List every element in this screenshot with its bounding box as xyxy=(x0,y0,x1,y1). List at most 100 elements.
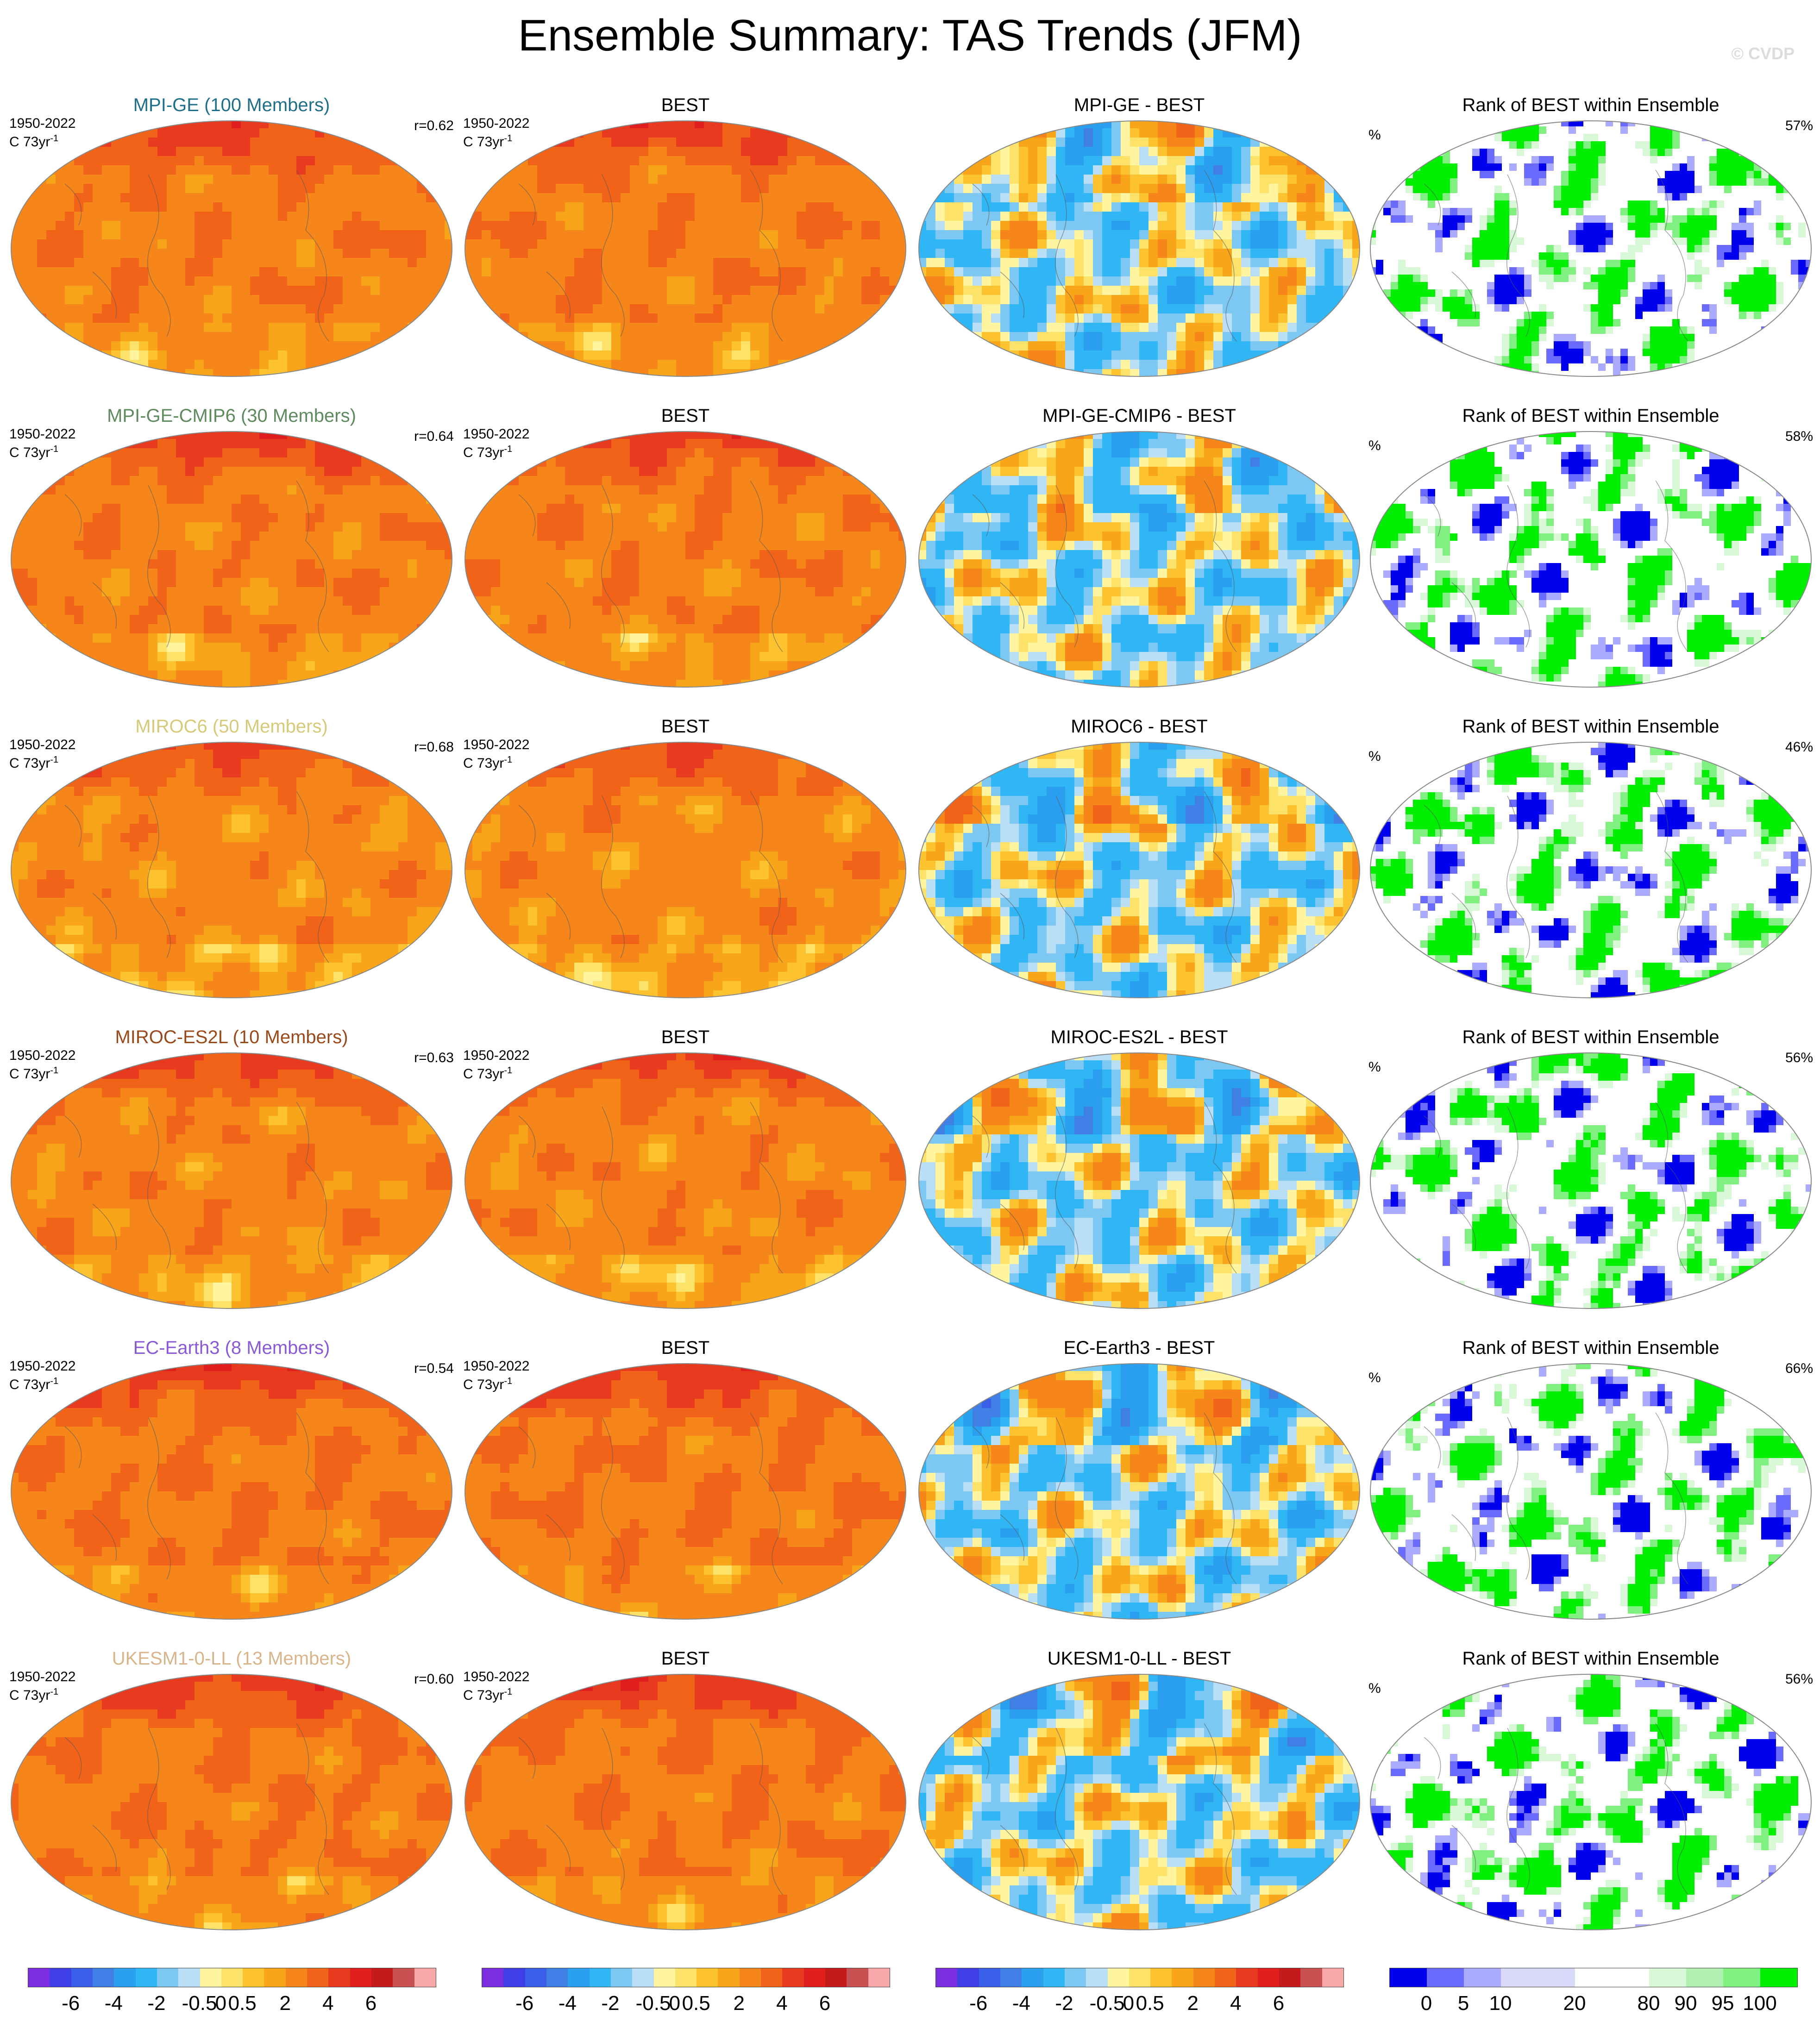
units-text: C 73yr xyxy=(463,1377,504,1392)
rank-panel-1: Rank of BEST within Ensemble% 58% xyxy=(1368,406,1813,707)
diff-map xyxy=(918,120,1360,377)
colorbar-swatch xyxy=(307,1968,329,1987)
rank-map xyxy=(1370,1674,1812,1930)
diff-map xyxy=(918,1052,1360,1309)
rank-panel-title: Rank of BEST within Ensemble xyxy=(1368,716,1813,737)
colorbar-tick-label: -6 xyxy=(969,1992,987,2015)
units-label: C 73yr-1 xyxy=(9,752,75,771)
colorbar-swatch xyxy=(1043,1968,1065,1987)
rank-percent: 66% xyxy=(1785,1361,1813,1377)
colorbar-swatch xyxy=(525,1968,546,1987)
units-text: C 73yr xyxy=(463,1688,504,1703)
units-label: C 73yr-1 xyxy=(9,1374,75,1392)
units-label: C 73yr-1 xyxy=(463,1063,529,1082)
colorbar-swatch xyxy=(50,1968,71,1987)
colorbar-rank xyxy=(1389,1968,1798,1987)
model-panel-3: MIROC-ES2L (10 Members) 1950-2022 C 73yr-1… xyxy=(9,1027,454,1328)
diff-map xyxy=(918,742,1360,998)
colorbar-swatch xyxy=(1300,1968,1322,1987)
colorbar-tick-label: 0 xyxy=(669,1992,680,2015)
colorbar-swatch xyxy=(653,1968,675,1987)
rank-map-wrap xyxy=(1368,1672,1813,1932)
pattern-correlation: r=0.54 xyxy=(414,1361,454,1377)
period-label: 1950-2022 xyxy=(463,1670,529,1684)
obs-map xyxy=(464,1052,906,1309)
colorbar-tick-label: 6 xyxy=(819,1992,830,2015)
period-units-label: 1950-2022 C 73yr-1 xyxy=(463,427,529,460)
colorbar-swatch xyxy=(739,1968,761,1987)
colorbar-ticks-2: -6 -4 -2 -0.5 0 0.5 2 4 6 xyxy=(482,1992,889,2015)
model-panel-title: MIROC-ES2L (10 Members) xyxy=(9,1027,454,1048)
colorbar-swatch xyxy=(697,1968,718,1987)
percent-symbol: % xyxy=(1368,1370,1381,1386)
units-label: C 73yr-1 xyxy=(9,131,75,150)
obs-panel-3: BEST 1950-2022 C 73yr-1 xyxy=(463,1027,908,1328)
obs-map xyxy=(464,742,906,998)
colorbar-swatch xyxy=(1427,1968,1464,1987)
units-text: C 73yr xyxy=(9,134,50,150)
colorbar-swatch xyxy=(782,1968,804,1987)
colorbar-swatch xyxy=(1686,1968,1723,1987)
obs-map xyxy=(464,1674,906,1930)
period-units-label: 1950-2022 C 73yr-1 xyxy=(9,1670,75,1703)
units-text: C 73yr xyxy=(9,756,50,771)
diff-panel-title: EC-Earth3 - BEST xyxy=(917,1338,1362,1358)
colorbar-swatch xyxy=(157,1968,179,1987)
model-panel-0: MPI-GE (100 Members) 1950-2022 C 73yr-1 r=0… xyxy=(9,95,454,396)
colorbar-swatch xyxy=(28,1968,50,1987)
diff-map xyxy=(918,1363,1360,1620)
model-panel-title: MIROC6 (50 Members) xyxy=(9,716,454,737)
obs-panel-title: BEST xyxy=(463,1648,908,1669)
diff-panel-3: MIROC-ES2L - BEST xyxy=(917,1027,1362,1328)
colorbar-ticks-3: -6 -4 -2 -0.5 0 0.5 2 4 6 xyxy=(935,1992,1343,2015)
units-text: C 73yr xyxy=(9,445,50,460)
colorbar-swatch xyxy=(957,1968,979,1987)
colorbar-swatch xyxy=(1723,1968,1760,1987)
model-map-wrap xyxy=(9,1672,454,1932)
colorbar-tick-label: -0.5 xyxy=(182,1992,217,2015)
rank-percent: 46% xyxy=(1785,739,1813,755)
model-map-wrap xyxy=(9,430,454,689)
obs-panel-title: BEST xyxy=(463,1027,908,1048)
pattern-correlation: r=0.63 xyxy=(414,1050,454,1066)
percent-symbol: % xyxy=(1368,1681,1381,1696)
colorbar-swatch xyxy=(1236,1968,1258,1987)
colorbar-swatch xyxy=(1215,1968,1236,1987)
colorbar-swatch xyxy=(503,1968,525,1987)
colorbar-swatch xyxy=(1257,1968,1279,1987)
obs-panel-title: BEST xyxy=(463,406,908,426)
model-map-wrap xyxy=(9,1362,454,1621)
units-label: C 73yr-1 xyxy=(9,1063,75,1082)
units-text: C 73yr xyxy=(463,1066,504,1082)
rank-panel-3: Rank of BEST within Ensemble% 56% xyxy=(1368,1027,1813,1328)
period-label: 1950-2022 xyxy=(463,116,529,131)
pattern-correlation: r=0.60 xyxy=(414,1671,454,1687)
period-units-label: 1950-2022 C 73yr-1 xyxy=(463,738,529,771)
diff-map-wrap xyxy=(917,1672,1362,1932)
colorbar-tick-label: -0.5 xyxy=(1090,1992,1125,2015)
diff-map-wrap xyxy=(917,1051,1362,1310)
colorbar-swatch xyxy=(761,1968,783,1987)
units-superscript: -1 xyxy=(50,755,58,765)
colorbar-swatch xyxy=(589,1968,611,1987)
rank-panel-0: Rank of BEST within Ensemble% 57% xyxy=(1368,95,1813,396)
model-map xyxy=(11,1363,452,1620)
colorbar-tick-label: -2 xyxy=(1055,1992,1073,2015)
colorbar-swatch xyxy=(1086,1968,1108,1987)
colorbar-swatch xyxy=(1464,1968,1501,1987)
colorbar-tick-label: 20 xyxy=(1563,1992,1586,2015)
colorbar-tick-label: 0.5 xyxy=(682,1992,710,2015)
units-label: C 73yr-1 xyxy=(463,1374,529,1392)
rank-map-wrap xyxy=(1368,430,1813,689)
diff-map-wrap xyxy=(917,740,1362,1000)
obs-panel-title: BEST xyxy=(463,1338,908,1358)
percent-symbol: % xyxy=(1368,749,1381,764)
colorbar-swatch xyxy=(718,1968,740,1987)
diff-panel-0: MPI-GE - BEST xyxy=(917,95,1362,396)
figure-title: Ensemble Summary: TAS Trends (JFM) xyxy=(0,10,1820,61)
rank-panel-title: Rank of BEST within Ensemble xyxy=(1368,1648,1813,1669)
colorbar-swatch xyxy=(1612,1968,1649,1987)
colorbar-swatch xyxy=(1064,1968,1086,1987)
period-units-label: 1950-2022 C 73yr-1 xyxy=(463,116,529,150)
colorbar-tick-label: -0.5 xyxy=(636,1992,671,2015)
